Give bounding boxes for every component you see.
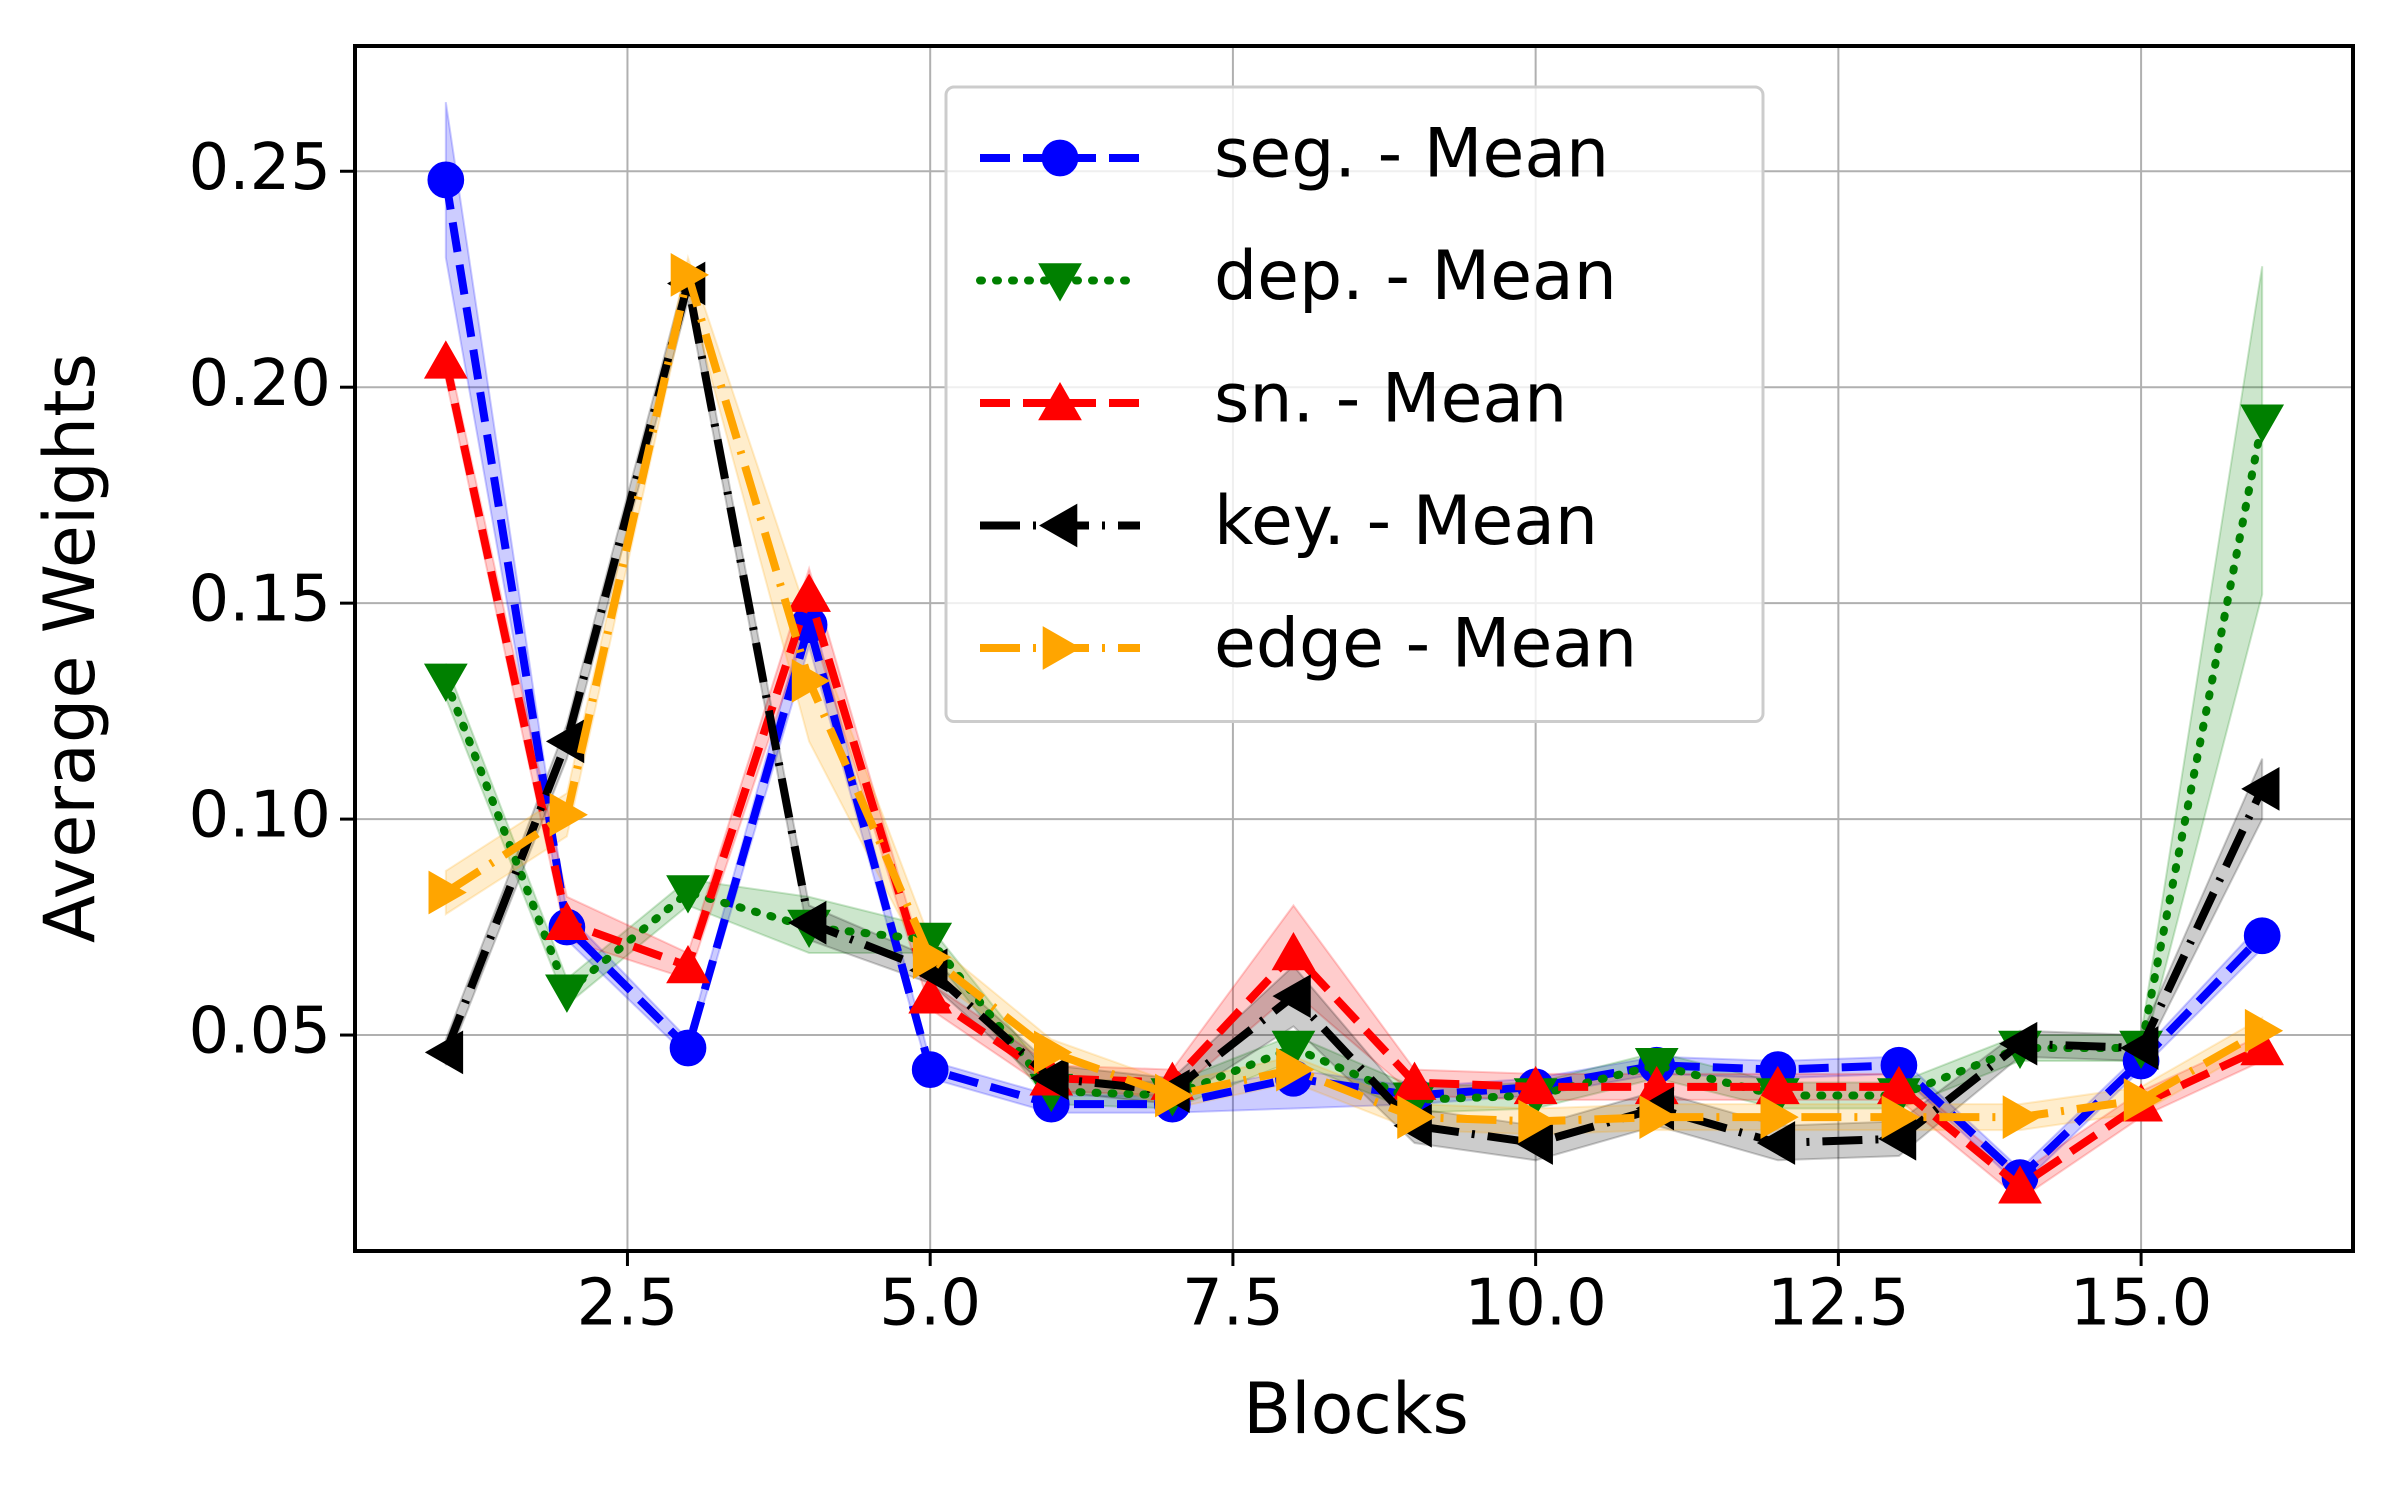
data-point [787, 573, 831, 612]
data-point [908, 975, 953, 1014]
legend-label: key. - Mean [1214, 482, 1598, 561]
data-point [2244, 1008, 2284, 1053]
data-point [1397, 1095, 1436, 1139]
data-point [545, 974, 589, 1013]
data-point [2002, 1095, 2041, 1139]
data-point [788, 900, 827, 945]
data-point [1271, 932, 1316, 971]
series-line [442, 279, 2266, 1148]
data-point [1756, 1121, 1796, 1165]
x-tick-label: 15.0 [2070, 1267, 2213, 1341]
data-point [1755, 1065, 1800, 1105]
legend-marker [1039, 503, 1078, 548]
x-tick-label: 7.5 [1182, 1267, 1284, 1341]
data-point [791, 659, 831, 703]
data-point [1271, 1030, 1316, 1069]
x-tick-label: 2.5 [577, 1267, 679, 1341]
data-point [545, 901, 589, 941]
data-point [912, 935, 952, 980]
data-point [2241, 767, 2280, 811]
legend-label: seg. - Mean [1214, 115, 1609, 194]
data-point [2243, 917, 2281, 955]
y-axis-label: Average Weights [29, 353, 111, 943]
series-line [441, 179, 2266, 1182]
data-point [1030, 1056, 1069, 1101]
legend-marker [1038, 382, 1082, 421]
legend-marker [1041, 139, 1079, 177]
x-tick-label: 5.0 [879, 1267, 981, 1341]
data-point [2123, 1077, 2163, 1122]
data-point [424, 1030, 464, 1075]
data-point [423, 340, 468, 379]
legend-box [944, 85, 1765, 723]
data-point [1272, 974, 1311, 1019]
series-line [441, 360, 2264, 1191]
data-point [1998, 1165, 2042, 1204]
legend-label: dep. - Mean [1214, 237, 1617, 316]
x-axis-label: Blocks [1243, 1368, 1469, 1450]
legend-marker [1042, 626, 1081, 670]
plot-frame [353, 44, 2355, 1253]
data-point [2120, 1026, 2159, 1070]
data-point [670, 253, 709, 297]
series-line [441, 417, 2267, 1104]
legend-label: sn. - Mean [1214, 360, 1567, 439]
data-point [428, 870, 467, 915]
y-tick-label: 0.15 [189, 563, 332, 637]
data-point [1392, 1061, 1437, 1100]
data-point [666, 875, 710, 914]
data-point [2240, 404, 2285, 443]
data-point [911, 1051, 949, 1088]
data-point [1999, 1021, 2038, 1066]
data-point [423, 663, 468, 702]
series-line [443, 270, 2265, 1126]
data-point [1513, 1065, 1558, 1105]
data-point [427, 161, 465, 199]
data-point [666, 944, 710, 984]
data-point [1033, 1030, 1073, 1075]
x-tick-label: 10.0 [1464, 1267, 1607, 1341]
data-point [1877, 1065, 1921, 1105]
data-point [669, 1029, 707, 1067]
data-point [1518, 1099, 1557, 1144]
data-point [1639, 1095, 1678, 1139]
data-point [1760, 1095, 1799, 1139]
y-tick-label: 0.10 [189, 779, 332, 853]
y-tick-label: 0.05 [189, 995, 332, 1069]
data-point [549, 792, 588, 837]
data-point [1155, 1073, 1194, 1118]
legend-marker [1038, 263, 1082, 302]
y-tick-label: 0.20 [189, 347, 332, 421]
x-tick-label: 12.5 [1767, 1267, 1910, 1341]
legend-label: edge - Mean [1214, 605, 1637, 684]
y-tick-label: 0.25 [189, 131, 332, 205]
data-point [1881, 1095, 1920, 1139]
data-point [1276, 1047, 1315, 1092]
